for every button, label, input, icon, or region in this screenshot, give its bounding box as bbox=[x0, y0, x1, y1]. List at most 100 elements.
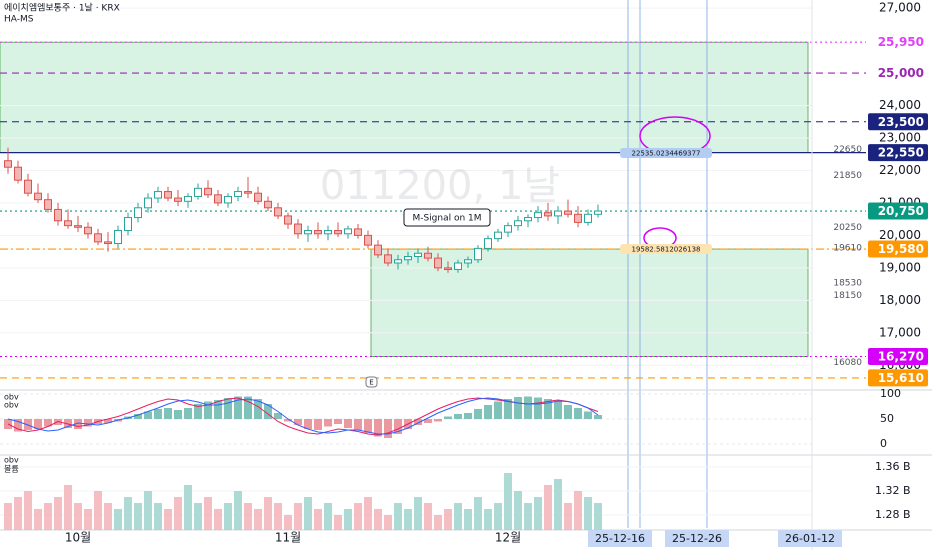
candle-body bbox=[424, 252, 432, 259]
histogram-bar bbox=[144, 411, 152, 419]
histogram-bar bbox=[104, 419, 112, 423]
volume-bar bbox=[404, 509, 412, 530]
histogram-bar bbox=[344, 419, 352, 428]
histogram-bar bbox=[454, 414, 462, 419]
volume-bar bbox=[164, 509, 172, 530]
candle-body bbox=[254, 192, 262, 202]
candle-body bbox=[594, 210, 602, 215]
y-tick-label: 19,000 bbox=[879, 260, 921, 274]
histogram-bar bbox=[234, 396, 242, 419]
candle-body bbox=[384, 254, 392, 264]
zone bbox=[370, 248, 809, 357]
zone bbox=[0, 41, 809, 154]
price-badge-label: 19,580 bbox=[878, 242, 924, 256]
candle-body bbox=[44, 199, 52, 210]
candle-body bbox=[364, 234, 372, 246]
histogram-bar bbox=[494, 401, 502, 419]
price-badge bbox=[868, 369, 928, 387]
candle-body bbox=[184, 195, 192, 202]
y-tick-label: 1.28 B bbox=[875, 508, 911, 521]
volume-bar bbox=[184, 485, 192, 530]
volume-bar bbox=[464, 509, 472, 530]
candle-body bbox=[574, 213, 582, 223]
histogram-bar bbox=[554, 401, 562, 419]
histogram-bar bbox=[464, 413, 472, 419]
volume-bar bbox=[494, 503, 502, 530]
histogram-bar bbox=[564, 405, 572, 419]
zones bbox=[0, 41, 809, 357]
candle-body bbox=[14, 166, 22, 181]
volume-bar bbox=[44, 503, 52, 530]
volume-bar bbox=[424, 503, 432, 530]
candle-body bbox=[584, 213, 592, 223]
histogram-bar bbox=[534, 397, 542, 419]
volume-bar bbox=[14, 497, 22, 530]
level-label: 18150 bbox=[833, 291, 862, 301]
histogram-bar bbox=[34, 419, 42, 429]
histogram-bar bbox=[544, 399, 552, 419]
price-badge-label: 20,750 bbox=[878, 204, 924, 218]
histogram-bar bbox=[484, 405, 492, 419]
histogram-bar bbox=[354, 419, 362, 430]
y-tick-label: 22,000 bbox=[879, 163, 921, 177]
volume-bar bbox=[364, 497, 372, 530]
volume-bar bbox=[134, 503, 142, 530]
legend-label: 볼륨 bbox=[4, 464, 19, 474]
volume-bar bbox=[414, 497, 422, 530]
level-label: 21850 bbox=[833, 171, 862, 181]
candle-body bbox=[484, 238, 492, 249]
candle-body bbox=[554, 210, 562, 217]
volume-bar bbox=[84, 509, 92, 530]
histogram-bar bbox=[384, 419, 392, 438]
volume-bar bbox=[534, 497, 542, 530]
volume-bar bbox=[74, 503, 82, 530]
volume-bar bbox=[94, 491, 102, 530]
volume-bar bbox=[504, 473, 512, 530]
volume-bar bbox=[544, 485, 552, 530]
y-tick-label: 1.36 B bbox=[875, 460, 911, 473]
annotation-box bbox=[620, 244, 712, 254]
volume-bar bbox=[304, 497, 312, 530]
price-badge bbox=[868, 202, 928, 220]
candle-body bbox=[174, 197, 182, 202]
annotation-text: 19582.5812026138 bbox=[631, 246, 700, 254]
level-label: 16080 bbox=[833, 358, 862, 368]
histogram-bar bbox=[204, 401, 212, 419]
candle-body bbox=[314, 230, 322, 235]
histogram-bar bbox=[254, 399, 262, 419]
date-badge-label: 25-12-16 bbox=[595, 532, 645, 545]
histogram-bar bbox=[224, 398, 232, 419]
volume-bar bbox=[344, 509, 352, 530]
price-badge bbox=[868, 144, 928, 162]
volume-bar bbox=[224, 503, 232, 530]
price-badge bbox=[868, 240, 928, 258]
volume-bar bbox=[524, 503, 532, 530]
candle-body bbox=[274, 207, 282, 217]
candle-body bbox=[74, 225, 82, 228]
candle-body bbox=[344, 228, 352, 235]
histogram-bar bbox=[244, 396, 252, 419]
volume-bar bbox=[214, 509, 222, 530]
histogram-bar bbox=[414, 419, 422, 425]
price-badge bbox=[868, 348, 928, 366]
volume-bar bbox=[574, 491, 582, 530]
candle-body bbox=[294, 223, 302, 235]
volume-bar bbox=[354, 503, 362, 530]
level-label: 20250 bbox=[833, 223, 862, 233]
legend-label: obv bbox=[4, 456, 19, 465]
histogram-bar bbox=[314, 419, 322, 430]
histogram-bar bbox=[154, 409, 162, 419]
price-badge bbox=[868, 33, 928, 51]
candle-body bbox=[234, 191, 242, 197]
volume-bar bbox=[54, 497, 62, 530]
histogram-bar bbox=[84, 419, 92, 427]
volume-bar bbox=[384, 515, 392, 530]
candle-body bbox=[474, 247, 482, 261]
histogram-bar bbox=[194, 404, 202, 419]
oscillator-line bbox=[7, 397, 599, 436]
histogram-bar bbox=[134, 414, 142, 419]
volume-bar bbox=[294, 503, 302, 530]
candle-body bbox=[504, 225, 512, 233]
